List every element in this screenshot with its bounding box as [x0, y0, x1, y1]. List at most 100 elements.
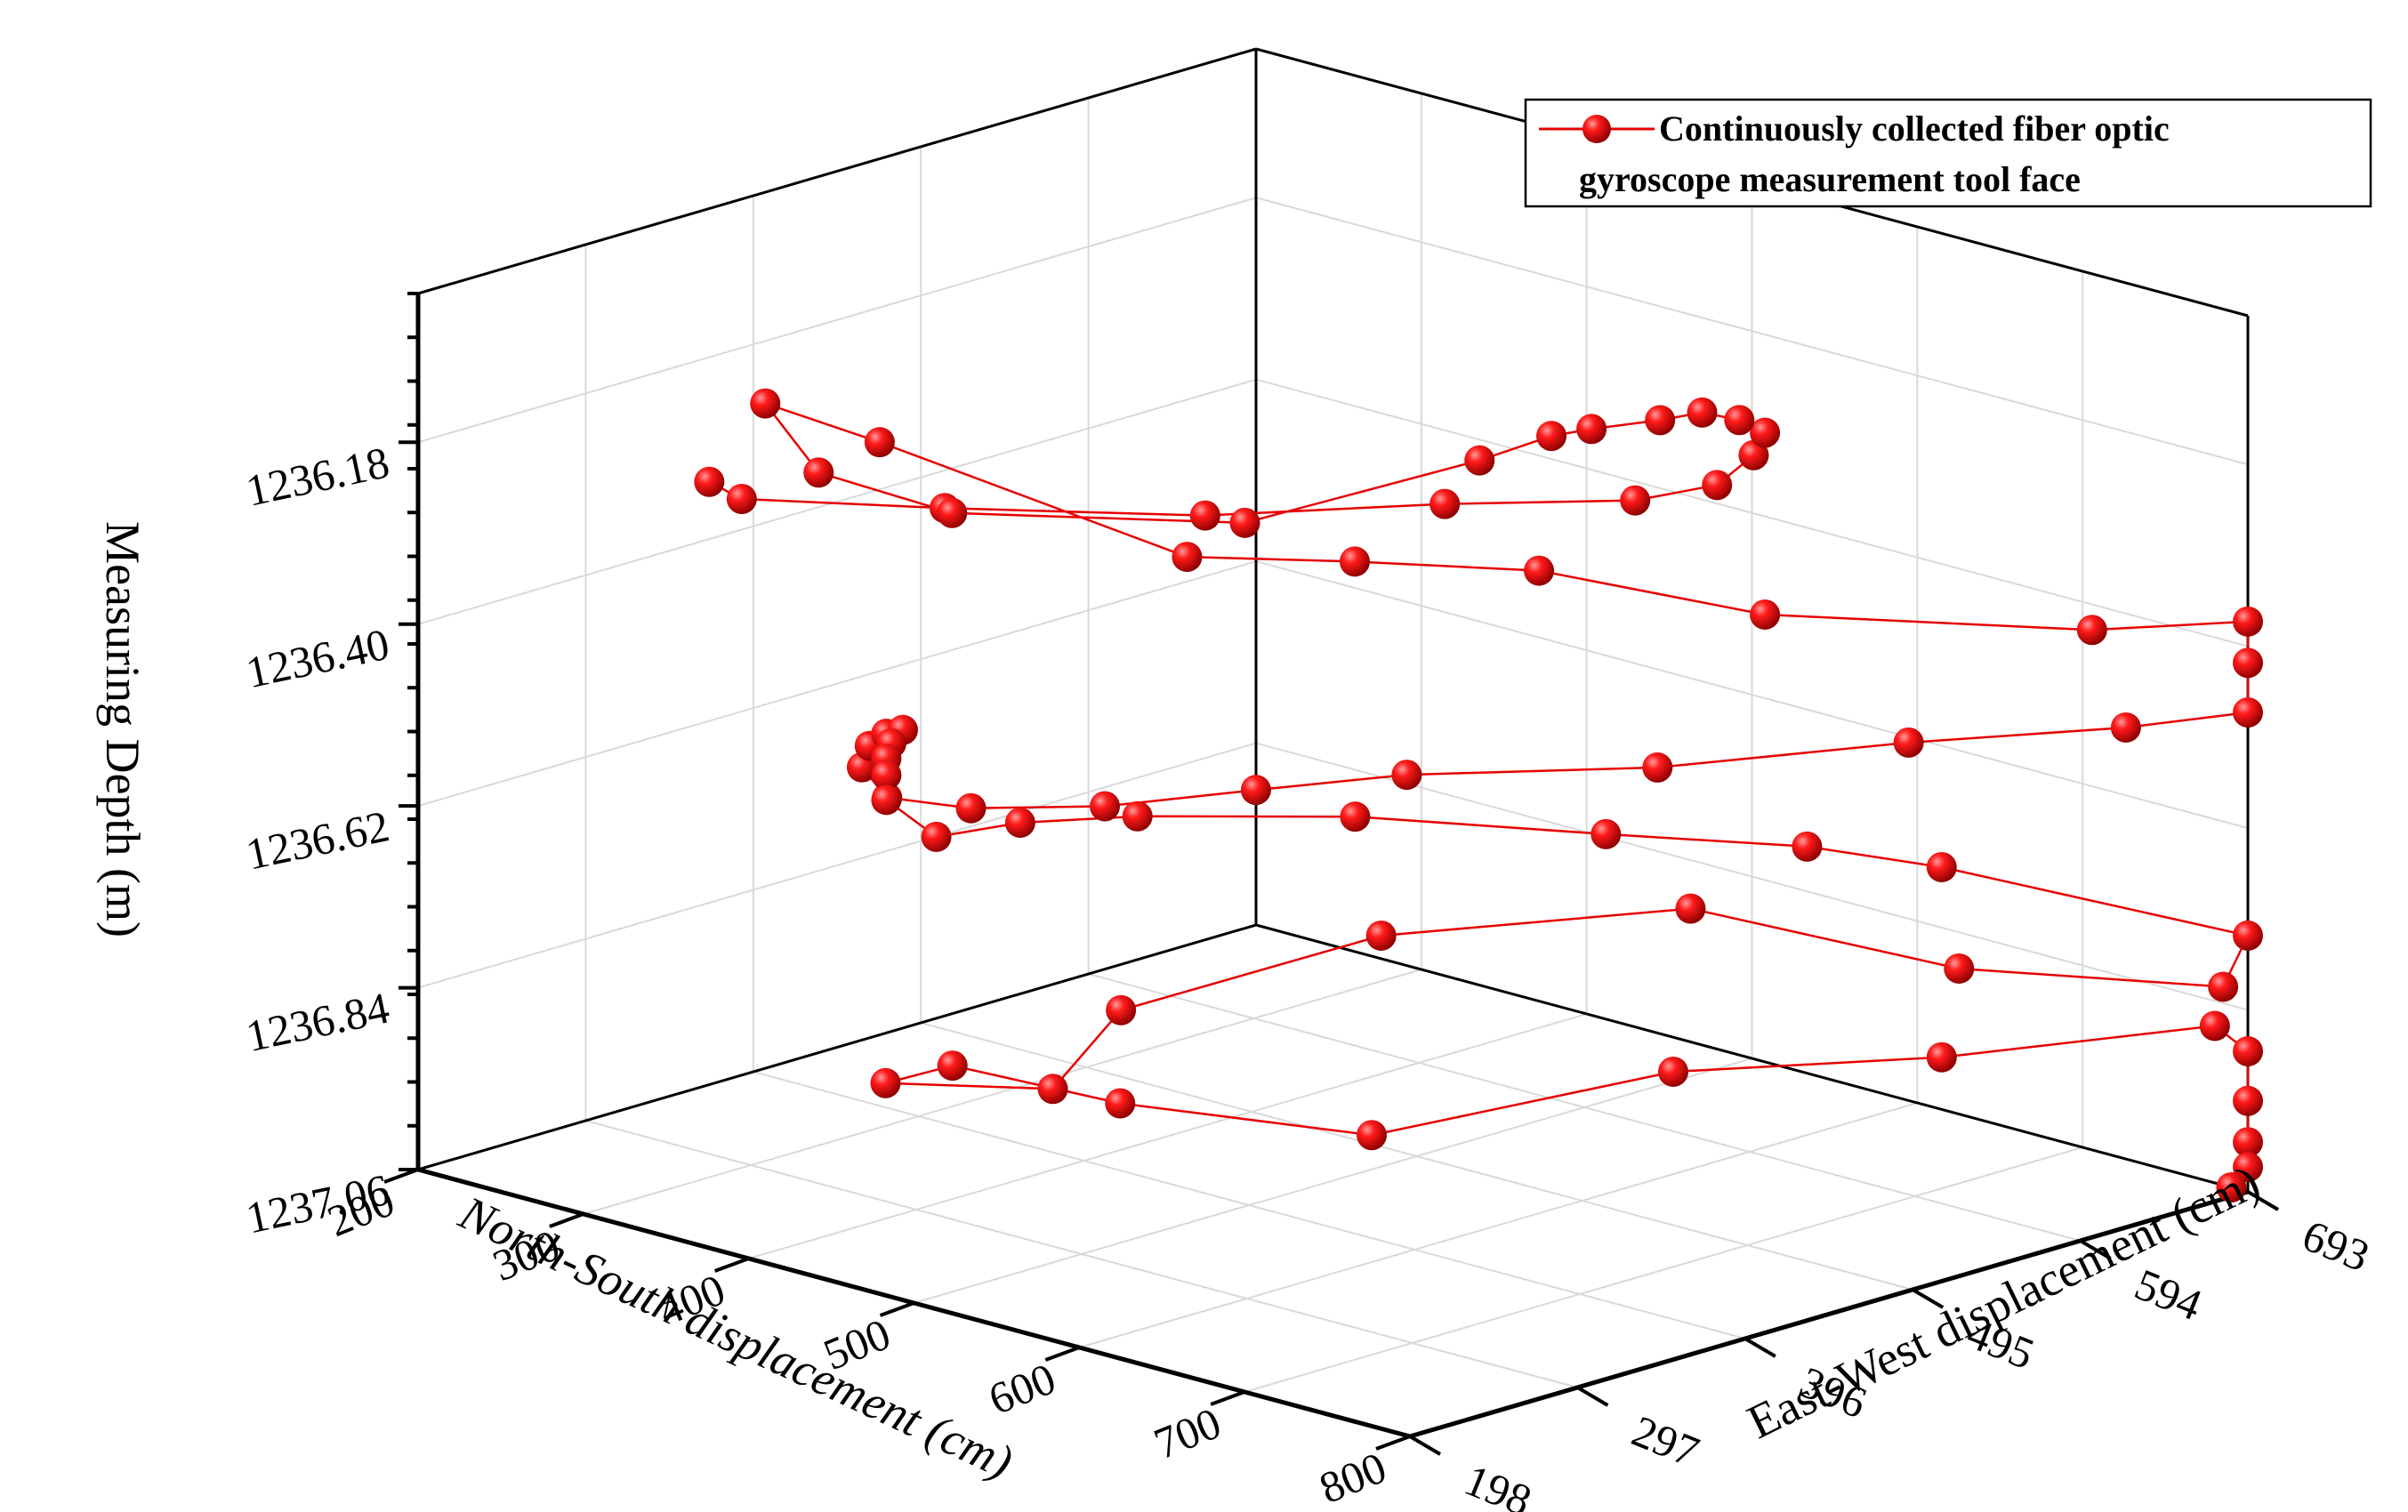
x-tick [1210, 1390, 1245, 1406]
axis-layer [383, 292, 2280, 1456]
data-point [1926, 1042, 1957, 1073]
x-tick-label: 700 [1148, 1397, 1228, 1468]
data-point [1675, 893, 1706, 924]
data-point [937, 1050, 968, 1082]
frame-edge [417, 923, 1257, 1171]
y-tick [1912, 1288, 1945, 1309]
z-tick-label: 1236.84 [242, 983, 394, 1062]
data-point [694, 466, 725, 497]
series-line [708, 401, 2250, 1188]
data-point [1944, 953, 1975, 984]
data-point [1536, 421, 1567, 452]
data-point [1089, 791, 1120, 822]
right-wall-grid-z [1255, 560, 2249, 830]
data-point [2233, 647, 2263, 679]
x-tick [713, 1257, 750, 1273]
data-point [1429, 488, 1461, 519]
data-point [1172, 542, 1203, 573]
floor-grid-x [748, 1013, 1587, 1259]
data-point [2233, 606, 2263, 637]
data-point [1037, 1074, 1068, 1105]
data-point [1004, 807, 1035, 838]
z-tick-label: 1236.62 [242, 800, 394, 880]
y-tick-label: 693 [2296, 1210, 2377, 1281]
data-point [871, 760, 902, 791]
data-point [1702, 470, 1733, 501]
data-point [1738, 439, 1769, 470]
right-wall-grid-z [1255, 197, 2249, 466]
data-point [2233, 1152, 2263, 1183]
data-point [1642, 752, 1673, 783]
data-point [1365, 920, 1397, 951]
data-point [2233, 1085, 2263, 1116]
data-point [2216, 1172, 2247, 1202]
x-axis-title: North-South displacement (cm) [451, 1186, 1021, 1489]
y-tick-label: 198 [1458, 1454, 1539, 1512]
data-point [864, 427, 895, 458]
data-point [1240, 775, 1271, 806]
data-point [2110, 712, 2141, 743]
floor-grid-x [1244, 1146, 2083, 1393]
z-axis-title: Measuring Depth (m) [96, 521, 149, 937]
data-point [870, 1067, 901, 1098]
data-point [1356, 1120, 1387, 1151]
data-point [1792, 831, 1823, 862]
frame-edge [1255, 923, 2249, 1194]
data-point [1106, 994, 1137, 1025]
data-point [1591, 818, 1622, 849]
data-point [1391, 760, 1422, 791]
data-point [1724, 405, 1755, 436]
data-point [2199, 1010, 2230, 1042]
x-tick [549, 1212, 584, 1228]
left-wall-grid-z [417, 742, 1257, 989]
x-tick [1044, 1346, 1081, 1362]
floor-grid-x [1079, 1102, 1918, 1348]
data-point [1576, 414, 1607, 445]
x-tick [879, 1301, 915, 1317]
data-point [1229, 507, 1260, 538]
data-point [1645, 405, 1676, 436]
y-tick [1744, 1337, 1776, 1358]
frame-edge [417, 47, 1257, 295]
data-point [1189, 500, 1220, 531]
y-tick-label: 297 [1625, 1405, 1706, 1476]
data-point [871, 784, 902, 816]
floor-grid-y [585, 1120, 1578, 1388]
floor-grid-y [920, 1022, 1913, 1291]
data-point [1687, 397, 1718, 428]
x-tick [383, 1168, 419, 1184]
y-tick [1408, 1435, 1442, 1456]
data-point [2233, 1127, 2263, 1158]
floor-grid-x [583, 969, 1422, 1215]
data-point [1620, 485, 1651, 516]
data-point [1464, 445, 1495, 476]
data-point [1524, 555, 1555, 586]
grid-layer [417, 49, 2249, 1437]
data-point [1105, 1088, 1136, 1119]
data-point [1750, 599, 1781, 630]
legend-box [1524, 98, 2372, 208]
data-point [2208, 971, 2239, 1002]
right-wall-grid-z [1255, 378, 2249, 647]
legend-label-line-2: gyroscope measurement tool face [1579, 159, 2081, 199]
data-point [1339, 546, 1370, 577]
data-point [1340, 801, 1371, 832]
left-wall-grid-z [417, 378, 1257, 625]
data-point [2233, 920, 2263, 951]
data-point [921, 821, 952, 852]
data-layer [694, 388, 2263, 1202]
data-point [1926, 851, 1957, 882]
x-tick-label: 800 [1312, 1442, 1393, 1512]
left-wall-grid-z [417, 197, 1257, 444]
data-point [1122, 800, 1153, 832]
floor-grid-y [753, 1071, 1746, 1339]
data-point [726, 483, 757, 514]
data-point [1893, 727, 1924, 758]
y-axis-line [1409, 1189, 2249, 1439]
data-point [2076, 615, 2107, 646]
legend-label: Continuously collected fiber optic gyros… [1579, 109, 2178, 199]
data-point [955, 792, 987, 824]
data-point [1750, 417, 1781, 448]
legend: Continuously collected fiber optic gyros… [1524, 98, 2372, 208]
